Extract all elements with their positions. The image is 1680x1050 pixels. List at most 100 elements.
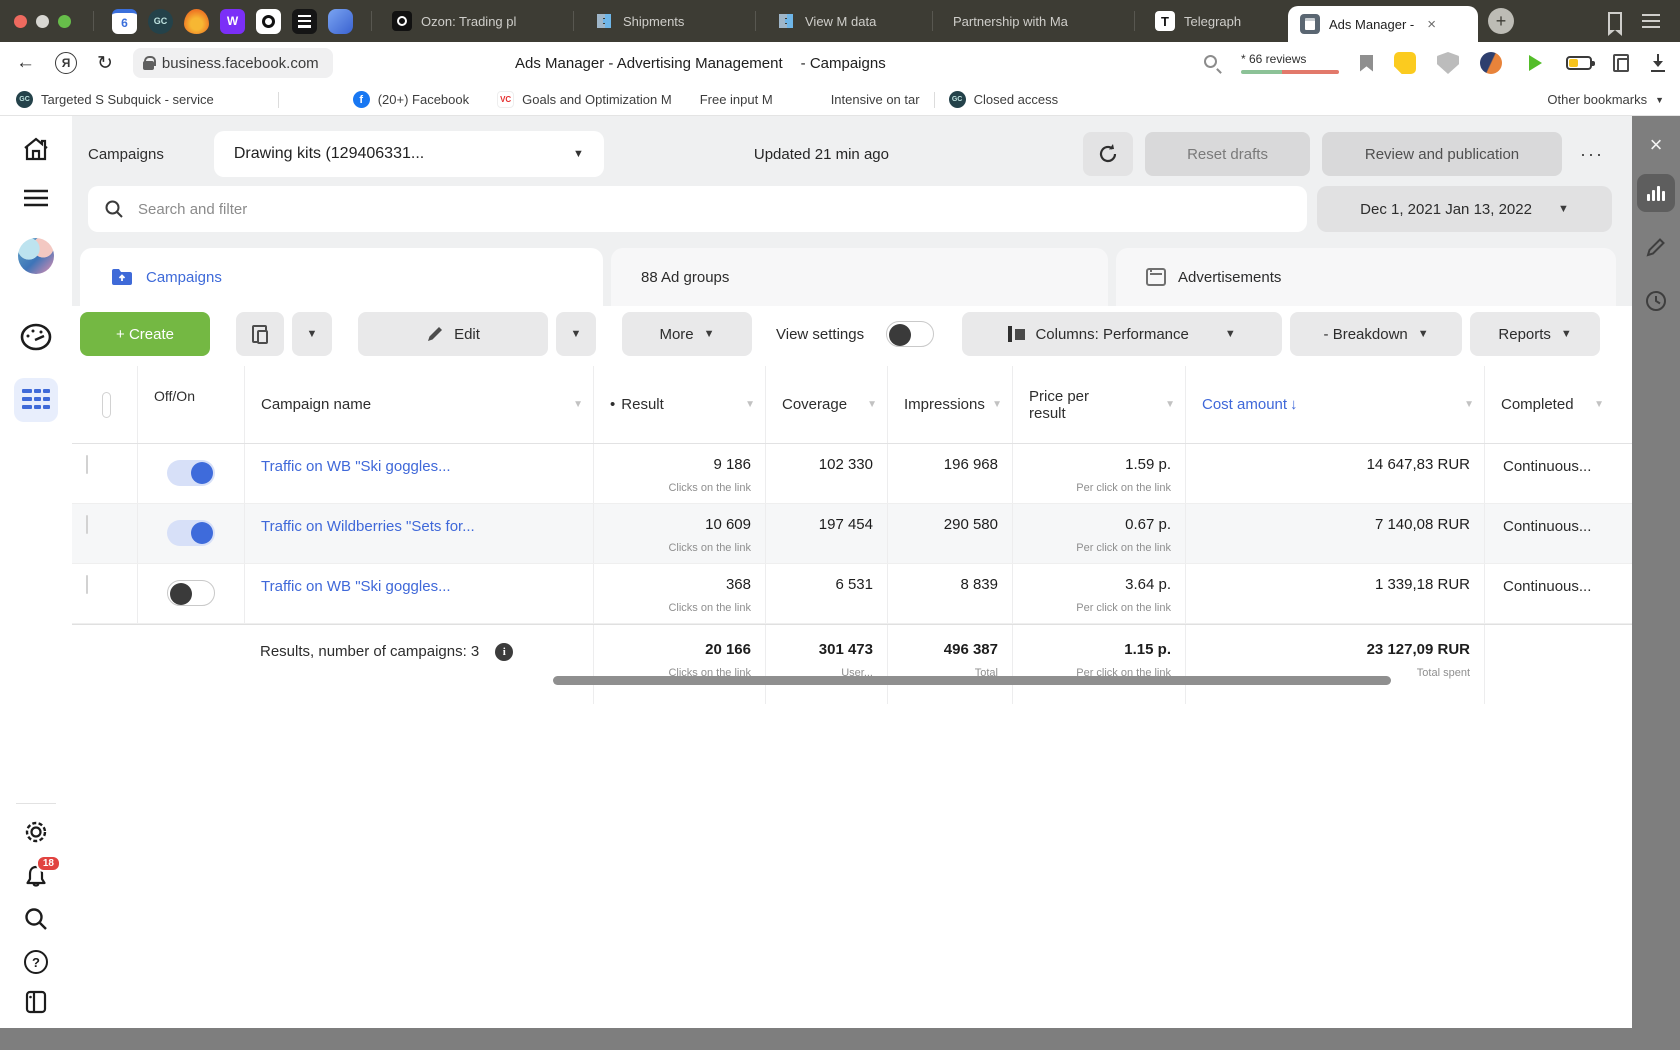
campaigns-table-nav-active[interactable] <box>14 378 58 422</box>
browser-tab-ozon[interactable]: Ozon: Trading pl <box>380 0 565 42</box>
copy-pages-icon[interactable] <box>1613 54 1629 72</box>
sort-icon[interactable]: ▼ <box>867 399 877 410</box>
side-panel-icon[interactable] <box>24 990 48 1014</box>
new-tab-button[interactable]: + <box>1488 8 1514 34</box>
bookmark-item[interactable]: GC Closed access <box>948 91 1058 108</box>
search-bar[interactable] <box>88 186 1307 232</box>
shield-extension-icon[interactable] <box>1437 52 1459 74</box>
bookmark-item[interactable]: GC Targeted S Subquick - service <box>16 91 214 108</box>
browser-tab-telegraph[interactable]: T Telegraph <box>1143 0 1288 42</box>
menu-icon[interactable] <box>22 188 50 208</box>
sort-icon[interactable]: ▼ <box>1464 399 1474 410</box>
notifications-bell[interactable]: 18 <box>23 855 61 890</box>
window-controls[interactable] <box>14 14 71 28</box>
info-icon[interactable]: i <box>495 643 514 661</box>
edit-dropdown[interactable]: ▼ <box>556 312 596 356</box>
more-options-icon[interactable]: ··· <box>1580 143 1604 164</box>
duplicate-dropdown[interactable]: ▼ <box>292 312 332 356</box>
help-icon[interactable]: ? <box>24 950 48 974</box>
sort-icon[interactable]: ▼ <box>1594 399 1604 410</box>
app-pinned-tab[interactable] <box>328 8 353 34</box>
bookmarks-panel-icon[interactable] <box>1608 12 1622 36</box>
refresh-button[interactable] <box>1083 132 1134 176</box>
extension-yellow-icon[interactable] <box>1394 52 1416 74</box>
sort-icon[interactable]: ▼ <box>573 399 583 410</box>
home-icon[interactable] <box>21 136 51 162</box>
account-selector-dropdown[interactable]: Drawing kits (129406331... ▼ <box>213 131 604 177</box>
header-result[interactable]: • Result ▼ <box>593 366 765 443</box>
close-window-button[interactable] <box>14 14 27 28</box>
gc-pinned-tab[interactable]: GC <box>148 8 173 34</box>
chart-panel-button[interactable] <box>1637 174 1675 212</box>
bookmark-item[interactable]: Intensive on tar <box>831 92 920 107</box>
reset-drafts-button[interactable]: Reset drafts <box>1145 132 1311 176</box>
header-price-per-result[interactable]: Price per result ▼ <box>1012 366 1185 443</box>
edit-button[interactable]: Edit <box>358 312 548 356</box>
browser-tab-viewm[interactable]: View M data <box>764 0 924 42</box>
campaign-name-link[interactable]: Traffic on WB "Ski goggles... <box>244 444 593 503</box>
close-tab-icon[interactable]: × <box>1427 15 1437 33</box>
select-all-checkbox[interactable] <box>102 391 111 418</box>
header-campaign-name[interactable]: Campaign name ▼ <box>244 366 593 443</box>
sort-icon[interactable]: ▼ <box>992 399 1002 410</box>
campaign-toggle[interactable] <box>167 460 215 486</box>
horizontal-scrollbar[interactable] <box>553 676 1391 685</box>
avatar[interactable] <box>18 238 54 274</box>
extension-circle-icon[interactable] <box>1480 52 1502 74</box>
dashboard-gauge-icon[interactable] <box>19 322 53 352</box>
back-icon[interactable]: ← <box>16 52 35 73</box>
bookmark-item[interactable]: Free input M <box>700 92 773 107</box>
history-panel-button[interactable] <box>1637 282 1675 320</box>
battery-saver-icon[interactable] <box>1566 56 1595 70</box>
extension-play-icon[interactable] <box>1523 52 1545 74</box>
calendar-pinned-tab[interactable]: 6 <box>112 8 137 34</box>
header-completed[interactable]: Completed ▼ <box>1484 366 1614 443</box>
tab-ad-groups[interactable]: 88 Ad groups <box>611 248 1108 306</box>
row-checkbox[interactable] <box>86 455 88 474</box>
row-checkbox[interactable] <box>86 575 88 594</box>
address-field[interactable]: business.facebook.com <box>132 48 333 78</box>
create-button[interactable]: + Create <box>80 312 210 356</box>
reload-icon[interactable]: ↻ <box>97 52 113 74</box>
campaign-toggle[interactable] <box>167 580 215 606</box>
zoom-icon[interactable] <box>1204 55 1220 71</box>
spreadsheet-pinned-tab[interactable] <box>292 8 317 34</box>
reviews-widget[interactable]: * 66 reviews <box>1241 52 1339 74</box>
notes-panel-button[interactable] <box>1637 228 1675 266</box>
tab-advertisements[interactable]: Advertisements <box>1116 248 1616 306</box>
sort-icon[interactable]: ▼ <box>1165 399 1175 410</box>
tab-campaigns[interactable]: Campaigns <box>80 248 603 306</box>
ozon-pinned-tab[interactable] <box>256 8 281 34</box>
browser-tab-ads-manager-active[interactable]: Ads Manager - × <box>1288 6 1478 42</box>
row-checkbox[interactable] <box>86 515 88 534</box>
campaign-name-link[interactable]: Traffic on Wildberries "Sets for... <box>244 504 593 563</box>
close-panel-icon[interactable]: × <box>1649 132 1663 157</box>
bookmark-item[interactable]: f (20+) Facebook <box>352 91 469 108</box>
view-settings-toggle[interactable] <box>886 321 935 347</box>
review-publication-button[interactable]: Review and publication <box>1322 132 1563 176</box>
browser-menu-icon[interactable] <box>1642 14 1660 28</box>
yandex-icon[interactable]: Я <box>55 52 77 74</box>
campaign-toggle[interactable] <box>167 520 215 546</box>
date-range-button[interactable]: Dec 1, 2021 Jan 13, 2022 ▼ <box>1317 186 1612 232</box>
search-input[interactable] <box>136 199 1291 219</box>
breakdown-button[interactable]: - Breakdown ▼ <box>1290 312 1463 356</box>
settings-gear-icon[interactable] <box>22 818 50 846</box>
columns-button[interactable]: Columns: Performance ▼ <box>962 312 1283 356</box>
bookmark-icon[interactable] <box>1360 54 1373 72</box>
header-cost-amount[interactable]: Cost amount ↓ ▼ <box>1185 366 1484 443</box>
header-coverage[interactable]: Coverage ▼ <box>765 366 887 443</box>
browser-tab-shipments[interactable]: Shipments <box>582 0 747 42</box>
header-impressions[interactable]: Impressions ▼ <box>887 366 1012 443</box>
other-bookmarks[interactable]: Other bookmarks ▼ <box>1547 92 1664 107</box>
maximize-window-button[interactable] <box>58 14 71 28</box>
search-icon[interactable] <box>23 906 49 932</box>
downloads-icon[interactable] <box>1650 54 1666 72</box>
browser-tab-partnership[interactable]: Partnership with Ma <box>941 0 1126 42</box>
more-button[interactable]: More ▼ <box>622 312 752 356</box>
reports-button[interactable]: Reports ▼ <box>1470 312 1601 356</box>
minimize-window-button[interactable] <box>36 14 49 28</box>
campaign-name-link[interactable]: Traffic on WB "Ski goggles... <box>244 564 593 623</box>
wiki-pinned-tab[interactable]: W <box>220 8 245 34</box>
bookmark-item[interactable]: VC Goals and Optimization M <box>497 91 672 108</box>
